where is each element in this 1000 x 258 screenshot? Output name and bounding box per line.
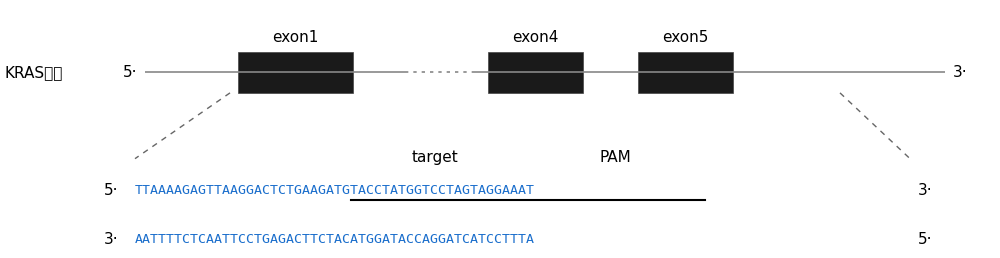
Text: 5·: 5· [122, 65, 137, 80]
Text: 3·: 3· [953, 65, 968, 80]
Text: exon5: exon5 [662, 30, 708, 45]
Text: 3·: 3· [918, 183, 933, 198]
Bar [638, 52, 733, 93]
Text: 3·: 3· [103, 232, 118, 247]
Text: exon1: exon1 [272, 30, 318, 45]
Text: 5·: 5· [918, 232, 932, 247]
Bar [488, 52, 582, 93]
Text: AATTTTCTCAATTCCTGAGACTTCTACATGGATACCAGGATCATCCTTTA: AATTTTCTCAATTCCTGAGACTTCTACATGGATACCAGGA… [135, 233, 535, 246]
Text: target: target [412, 150, 458, 165]
Text: KRAS基因: KRAS基因 [5, 65, 63, 80]
Text: 5·: 5· [104, 183, 118, 198]
Text: exon4: exon4 [512, 30, 558, 45]
Text: TTAAAAGAGTTAAGGACTCTGAAGATGTACCTATGGTCCTAGTAGGAAAT: TTAAAAGAGTTAAGGACTCTGAAGATGTACCTATGGTCCT… [135, 184, 535, 197]
Text: PAM: PAM [599, 150, 631, 165]
Bar [238, 52, 352, 93]
